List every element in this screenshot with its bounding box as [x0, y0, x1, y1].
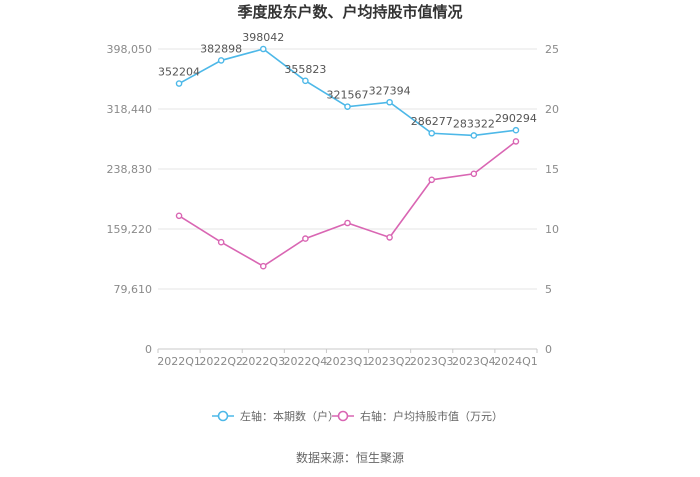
data-label: 355823 — [284, 63, 326, 76]
data-point-left[interactable] — [302, 77, 309, 85]
x-tick-label: 2023Q4 — [452, 355, 496, 368]
x-tick-label: 2022Q2 — [199, 355, 243, 368]
x-tick-label: 2022Q1 — [157, 355, 201, 368]
data-point-right[interactable] — [344, 219, 351, 227]
left-axis-ticks: 0 79,610 159,220 238,830 318,440 398,050 — [107, 43, 153, 356]
data-label: 382898 — [200, 42, 242, 55]
left-tick-label: 398,050 — [107, 43, 153, 56]
data-point-left[interactable] — [512, 126, 520, 134]
data-point-right[interactable] — [302, 235, 309, 242]
left-tick-label: 79,610 — [114, 283, 153, 296]
data-point-left[interactable] — [259, 45, 267, 53]
legend-item-left[interactable]: 左轴：本期数（户） — [212, 409, 339, 423]
left-tick-label: 238,830 — [107, 163, 153, 176]
legend-label: 左轴：本期数（户） — [240, 409, 339, 423]
data-label: 327394 — [369, 84, 411, 97]
data-point-left[interactable] — [344, 103, 351, 110]
data-point-left[interactable] — [428, 129, 436, 137]
data-point-right[interactable] — [386, 234, 393, 241]
right-tick-label: 25 — [545, 43, 559, 56]
x-tick-label: 2023Q1 — [326, 355, 370, 368]
left-tick-label: 0 — [145, 343, 152, 356]
x-tick-label: 2022Q3 — [241, 355, 285, 368]
data-label: 321567 — [327, 89, 369, 102]
data-point-left[interactable] — [470, 132, 478, 139]
left-tick-label: 318,440 — [107, 103, 153, 116]
x-tick-label: 2024Q1 — [494, 355, 538, 368]
legend[interactable]: 左轴：本期数（户） 右轴：户均持股市值（万元） — [212, 409, 503, 423]
legend-marker-icon — [217, 410, 229, 422]
right-tick-label: 15 — [545, 163, 559, 176]
right-tick-label: 10 — [545, 223, 559, 236]
data-point-right[interactable] — [470, 170, 478, 178]
chart-title: 季度股东户数、户均持股市值情况 — [237, 3, 462, 21]
x-tick-label: 2022Q4 — [284, 355, 328, 368]
left-tick-label: 159,220 — [107, 223, 153, 236]
data-label: 286277 — [411, 115, 453, 128]
legend-item-right[interactable]: 右轴：户均持股市值（万元） — [332, 409, 503, 423]
right-tick-label: 5 — [545, 283, 552, 296]
data-point-right[interactable] — [259, 262, 267, 270]
data-label: 290294 — [495, 112, 537, 125]
series-line-right — [178, 140, 517, 268]
data-point-left[interactable] — [386, 98, 393, 106]
data-label: 352204 — [158, 66, 200, 79]
data-point-right[interactable] — [512, 138, 520, 145]
data-point-right[interactable] — [217, 238, 225, 246]
data-source: 数据来源：恒生聚源 — [296, 450, 404, 465]
right-tick-label: 0 — [545, 343, 552, 356]
legend-label: 右轴：户均持股市值（万元） — [360, 409, 503, 423]
x-tick-label: 2023Q3 — [410, 355, 454, 368]
data-point-left[interactable] — [217, 57, 225, 64]
data-point-right[interactable] — [175, 212, 183, 220]
right-tick-label: 20 — [545, 103, 559, 116]
x-axis-ticks: 2022Q12022Q22022Q32022Q42023Q12023Q22023… — [157, 349, 538, 368]
x-tick-label: 2023Q2 — [368, 355, 412, 368]
data-point-left[interactable] — [175, 80, 183, 87]
right-axis-ticks: 0 5 10 15 20 25 — [545, 43, 559, 356]
data-label: 398042 — [242, 31, 284, 44]
legend-marker-icon — [337, 410, 349, 422]
data-point-right[interactable] — [428, 176, 436, 184]
data-label: 283322 — [453, 117, 495, 130]
